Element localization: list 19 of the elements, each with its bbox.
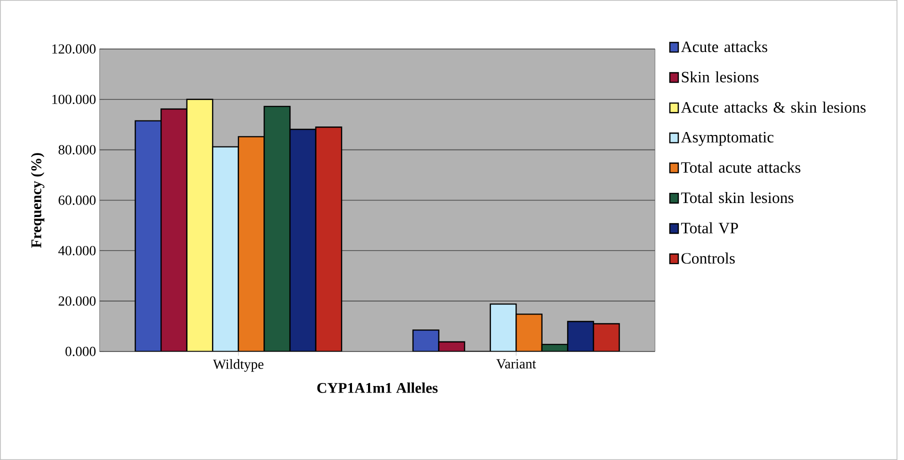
y-tick-label: 80.000 xyxy=(58,145,96,155)
legend-label: Total skin lesions xyxy=(681,192,794,204)
y-tick-label: 60.000 xyxy=(58,196,96,205)
legend-label: Acute attacks & skin lesions xyxy=(681,102,866,113)
y-tick-label: 100.000 xyxy=(52,94,96,104)
x-tick-label: Wildtype xyxy=(212,359,264,372)
legend-label: Total acute attacks xyxy=(681,162,800,173)
legend-label: Total VP xyxy=(681,222,738,234)
y-axis-title: Frequency (%) xyxy=(30,153,44,248)
legend-label: Asymptomatic xyxy=(681,132,774,146)
y-tick-label: 40.000 xyxy=(58,246,96,256)
x-tick-label: Variant xyxy=(496,359,536,369)
legend-label: Acute attacks xyxy=(681,41,768,52)
legend-label: Skin lesions xyxy=(682,71,758,82)
x-axis-title: CYP1A1m1 Alleles xyxy=(317,382,438,393)
legend-label: Controls xyxy=(682,252,735,264)
y-tick-label: 120.000 xyxy=(52,44,96,54)
y-tick-label: 0.000 xyxy=(66,346,96,356)
y-tick-label: 20.000 xyxy=(58,296,96,306)
